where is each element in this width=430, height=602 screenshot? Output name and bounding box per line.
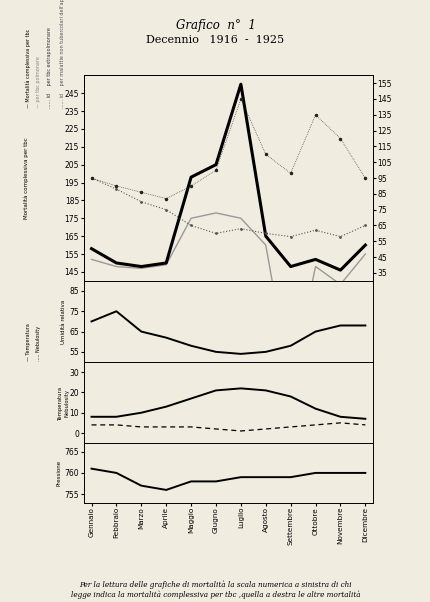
Y-axis label: Mortalità complessiva per tbc: Mortalità complessiva per tbc (23, 137, 28, 219)
Text: — Temperatura: — Temperatura (25, 323, 31, 361)
Y-axis label: Pressione: Pressione (56, 460, 61, 486)
Y-axis label: Umidità relativa: Umidità relativa (61, 299, 66, 344)
Text: — per tbc polmonare: — per tbc polmonare (36, 57, 41, 108)
Text: ...... id     per malattie non tubercolari dell'app. respiratoria: ...... id per malattie non tubercolari d… (60, 0, 65, 108)
Text: Grafico  n°  1: Grafico n° 1 (175, 19, 255, 32)
Text: Per la lettura delle grafiche di mortalità la scala numerica a sinistra di chi: Per la lettura delle grafiche di mortali… (79, 580, 351, 589)
Text: legge indica la mortalità complessiva per tbc ,quella a destra le altre mortali: legge indica la mortalità complessiva p… (71, 591, 359, 599)
Text: ..... Nebulosity: ..... Nebulosity (36, 326, 41, 361)
Text: — Mortalità complessiva per tbc: — Mortalità complessiva per tbc (25, 29, 31, 108)
Text: Decennio   1916  -  1925: Decennio 1916 - 1925 (146, 36, 284, 45)
Y-axis label: Temperatura
Nebulosity: Temperatura Nebulosity (58, 385, 69, 420)
Text: ...... id     per tbc extrapolmonare: ...... id per tbc extrapolmonare (47, 28, 52, 108)
